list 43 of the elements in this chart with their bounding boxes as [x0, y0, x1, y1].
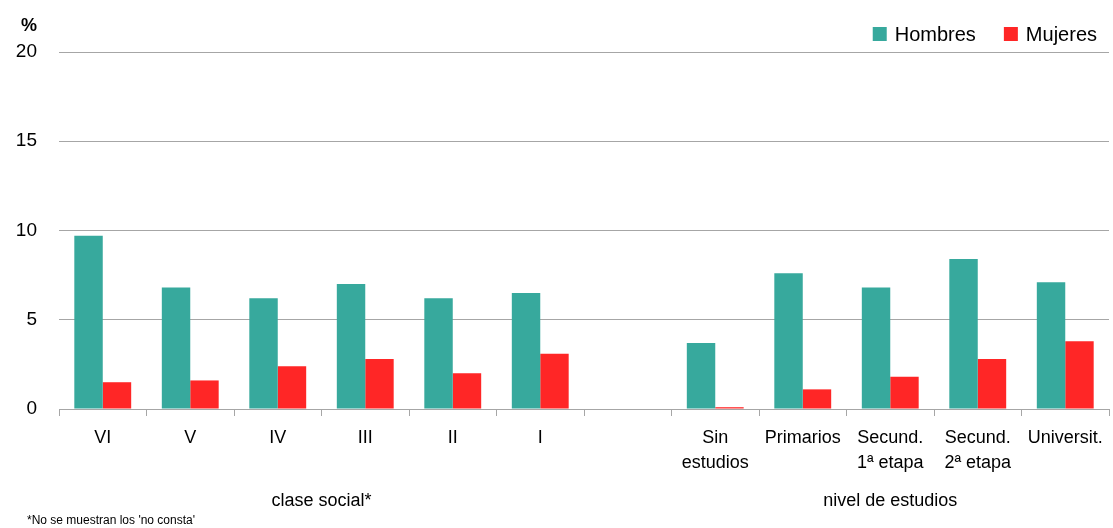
text: nivel de estudios [823, 490, 958, 510]
bar [1065, 341, 1094, 409]
y-tick-label: 5 [26, 307, 37, 329]
bar [161, 287, 191, 409]
x-tick-label: II [447, 426, 458, 447]
y-tick-label: 0 [26, 397, 37, 419]
bar [1036, 282, 1066, 409]
legend-label: Mujeres [1025, 22, 1098, 45]
y-tick-label: 15 [15, 129, 37, 151]
bar [861, 287, 891, 409]
text: clase social* [271, 490, 372, 510]
x-tick-label: VI [94, 426, 112, 447]
x-tick-label: Universit. [1027, 426, 1103, 447]
bar [365, 359, 394, 409]
bar [774, 273, 803, 409]
bar [452, 373, 482, 409]
bar [74, 235, 103, 409]
x-tick-label: III [357, 426, 373, 447]
bar [511, 292, 541, 409]
y-axis-title: % [20, 15, 38, 35]
bar [277, 366, 307, 409]
legend-label: Hombres [894, 22, 976, 45]
bar [890, 376, 919, 409]
bar [102, 382, 132, 409]
x-tick-label: I [537, 426, 543, 447]
bar [686, 342, 716, 409]
bar [802, 389, 832, 409]
x-tick-label: Primarios [764, 426, 841, 447]
bar [336, 284, 366, 409]
bar [424, 298, 453, 409]
x-tick-label: V [184, 426, 197, 447]
x-tick-label: Secund. 1ª etapa [856, 426, 925, 472]
text: *No se muestran los 'no consta' [27, 513, 195, 527]
y-tick-label: 10 [15, 218, 37, 240]
x-tick-label: IV [269, 426, 287, 447]
bar [949, 259, 978, 409]
bar [190, 380, 219, 409]
y-tick-label: 20 [15, 40, 37, 62]
bar [977, 359, 1007, 409]
bar [249, 298, 278, 409]
x-tick-label: Sin estudios [681, 426, 749, 472]
bar [540, 353, 569, 409]
x-tick-label: Secund. 2ª etapa [944, 426, 1013, 472]
